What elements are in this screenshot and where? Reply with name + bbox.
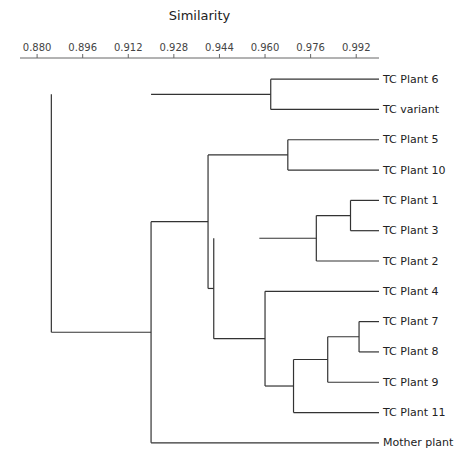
stem	[208, 154, 288, 155]
stem	[214, 338, 265, 339]
stem	[51, 332, 151, 333]
x-axis: 0.880 0.896 0.912 0.928 0.944 0.960 0.976 0.992	[20, 42, 379, 58]
leaf-branch	[265, 291, 379, 292]
leaf-label: TC Plant 11	[382, 406, 445, 419]
tick-label: 0.976	[296, 42, 325, 53]
leaf-label: TC Plant 2	[382, 255, 438, 268]
join-link	[51, 94, 52, 332]
leaf-branch	[351, 200, 379, 201]
leaf-branch	[359, 321, 379, 322]
leaf-label: TC Plant 4	[382, 285, 438, 298]
leaf-label: TC Plant 9	[382, 376, 438, 389]
chart: TC Plant 6 TC variant TC Plant 5 TC Plant 1…	[0, 0, 474, 474]
stem	[151, 94, 271, 95]
stem	[208, 288, 214, 289]
leaf-label: TC Plant 10	[382, 164, 445, 177]
leaf-label: TC Plant 6	[382, 73, 438, 86]
leaf-label: TC Plant 3	[382, 224, 438, 237]
tick-label: 0.960	[251, 42, 280, 53]
tick-label: 0.944	[205, 42, 234, 53]
tick-mark	[173, 54, 174, 58]
leaf-branch	[271, 109, 379, 110]
tick-label: 0.928	[160, 42, 189, 53]
stem	[316, 215, 350, 216]
tick-label: 0.896	[68, 42, 97, 53]
axis-title: Similarity	[169, 8, 231, 23]
leaf-labels: TC Plant 6 TC variant TC Plant 5 TC Plant 1…	[382, 73, 454, 450]
leaf-branch	[288, 169, 379, 170]
leaf-branch	[288, 139, 379, 140]
tree-marks	[51, 79, 379, 443]
tick-mark	[356, 54, 357, 58]
stem	[328, 336, 359, 337]
stem	[265, 385, 293, 386]
leaf-branch	[294, 412, 379, 413]
tick-mark	[128, 54, 129, 58]
leaf-branch	[359, 351, 379, 352]
leaf-label: TC Plant 5	[382, 133, 438, 146]
leaf-label: Mother plant	[383, 436, 454, 449]
tick-mark	[265, 54, 266, 58]
tick-mark	[82, 54, 83, 58]
stem	[151, 221, 208, 222]
tick-mark	[219, 54, 220, 58]
leaf-branch	[271, 79, 379, 80]
leaf-label: TC Plant 1	[382, 194, 438, 207]
stem	[294, 359, 328, 360]
tick-label: 0.912	[114, 42, 143, 53]
tick-mark	[37, 54, 38, 58]
tick-label: 0.880	[23, 42, 52, 53]
leaf-branch	[151, 442, 379, 443]
leaf-label: TC Plant 7	[382, 315, 438, 328]
leaf-branch	[316, 260, 379, 261]
axis-line	[20, 58, 379, 59]
stem	[259, 238, 316, 239]
leaf-branch	[328, 382, 379, 383]
leaf-label: TC variant	[382, 103, 440, 116]
tick-label: 0.992	[342, 42, 371, 53]
leaf-label: TC Plant 8	[382, 345, 438, 358]
tick-mark	[310, 54, 311, 58]
leaf-branch	[351, 230, 379, 231]
